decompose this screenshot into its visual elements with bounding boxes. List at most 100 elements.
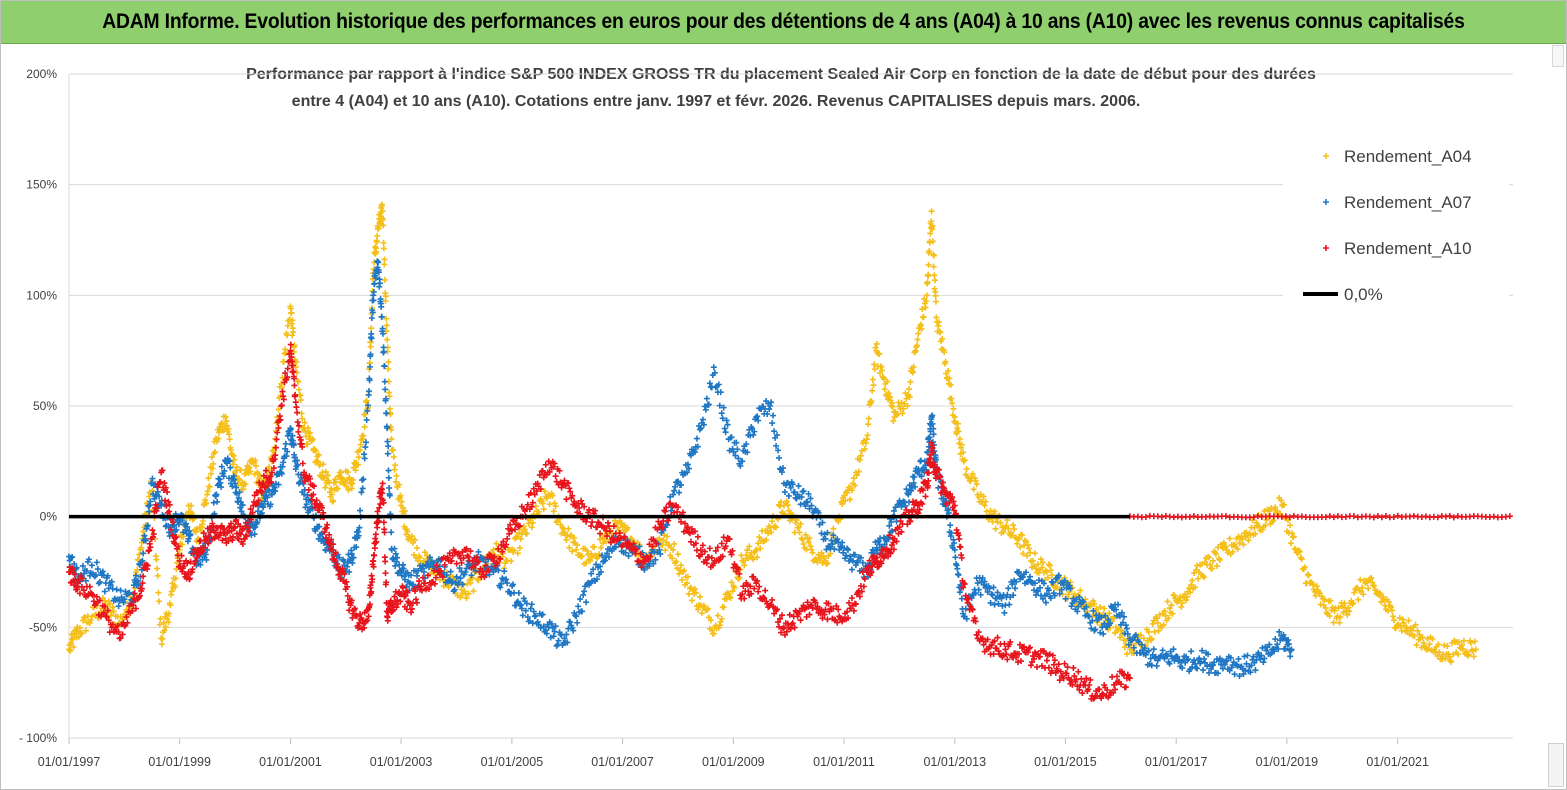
data-point	[903, 486, 910, 493]
legend-marker	[1323, 199, 1329, 205]
data-point	[244, 519, 251, 526]
data-point	[868, 568, 875, 575]
data-point	[695, 422, 702, 429]
data-point	[667, 493, 674, 500]
data-point	[844, 489, 851, 496]
data-point	[568, 532, 575, 539]
data-point	[1069, 681, 1076, 688]
data-point	[594, 576, 601, 583]
data-point	[1010, 592, 1017, 599]
data-point	[527, 489, 534, 496]
data-point	[173, 534, 180, 541]
data-point	[1118, 631, 1125, 638]
data-point	[1240, 671, 1247, 678]
data-point	[781, 631, 788, 638]
data-point	[675, 551, 682, 558]
data-point	[846, 553, 853, 560]
data-point	[1446, 653, 1453, 660]
data-point	[123, 614, 130, 621]
data-point	[175, 543, 182, 550]
data-point	[1388, 607, 1395, 614]
data-point	[964, 599, 971, 606]
data-point	[1189, 577, 1196, 584]
data-point	[693, 435, 700, 442]
data-point	[163, 502, 170, 509]
data-point	[850, 475, 857, 482]
data-point	[367, 582, 374, 589]
data-point	[569, 548, 576, 555]
data-point	[1067, 585, 1074, 592]
data-point	[1222, 543, 1229, 550]
data-point	[1125, 674, 1132, 681]
data-point	[1005, 585, 1012, 592]
data-point	[876, 350, 883, 357]
data-point	[400, 504, 407, 511]
data-point	[403, 606, 410, 613]
data-point	[103, 613, 110, 620]
data-point	[918, 326, 925, 333]
data-point	[1282, 513, 1289, 520]
data-point	[441, 561, 448, 568]
data-point	[854, 557, 861, 564]
data-point	[898, 399, 905, 406]
data-point	[533, 488, 540, 495]
data-point	[254, 519, 261, 526]
scrollbar-corner[interactable]	[1548, 743, 1564, 787]
data-point	[1014, 650, 1021, 657]
data-point	[797, 501, 804, 508]
data-point	[255, 497, 262, 504]
data-point	[237, 467, 244, 474]
data-point	[1369, 579, 1376, 586]
data-point	[879, 367, 886, 374]
data-point	[1275, 646, 1282, 653]
data-point	[1190, 513, 1197, 520]
data-point	[1121, 644, 1128, 651]
data-point	[973, 481, 980, 488]
data-point	[927, 230, 934, 237]
data-point	[674, 508, 681, 515]
data-point	[284, 365, 291, 372]
data-point	[504, 580, 511, 587]
data-point	[305, 486, 312, 493]
data-point	[1156, 611, 1163, 618]
data-point	[1112, 686, 1119, 693]
data-point	[924, 279, 931, 286]
data-point	[939, 335, 946, 342]
data-point	[350, 554, 357, 561]
data-point	[404, 528, 411, 535]
data-point	[282, 440, 289, 447]
data-point	[383, 315, 390, 322]
data-point	[543, 630, 550, 637]
data-point	[680, 567, 687, 574]
data-point	[1098, 614, 1105, 621]
data-point	[699, 542, 706, 549]
data-point	[418, 587, 425, 594]
data-point	[467, 548, 474, 555]
data-point	[242, 481, 249, 488]
data-point	[373, 239, 380, 246]
data-point	[494, 560, 501, 567]
data-point	[1001, 609, 1008, 616]
data-point	[328, 536, 335, 543]
data-point	[384, 336, 391, 343]
data-point	[291, 382, 298, 389]
data-point	[963, 615, 970, 622]
data-point	[941, 349, 948, 356]
data-point	[239, 541, 246, 548]
data-point	[225, 538, 232, 545]
data-point	[1044, 574, 1051, 581]
data-point	[400, 565, 407, 572]
data-point	[1360, 591, 1367, 598]
data-point	[1245, 537, 1252, 544]
data-point	[546, 468, 553, 475]
data-point	[743, 552, 750, 559]
data-point	[384, 617, 391, 624]
data-point	[995, 648, 1002, 655]
data-point	[346, 476, 353, 483]
data-point	[716, 622, 723, 629]
scrollbar-top[interactable]	[1552, 45, 1564, 67]
data-point	[873, 554, 880, 561]
data-point	[858, 588, 865, 595]
data-point	[735, 566, 742, 573]
data-point	[1039, 595, 1046, 602]
